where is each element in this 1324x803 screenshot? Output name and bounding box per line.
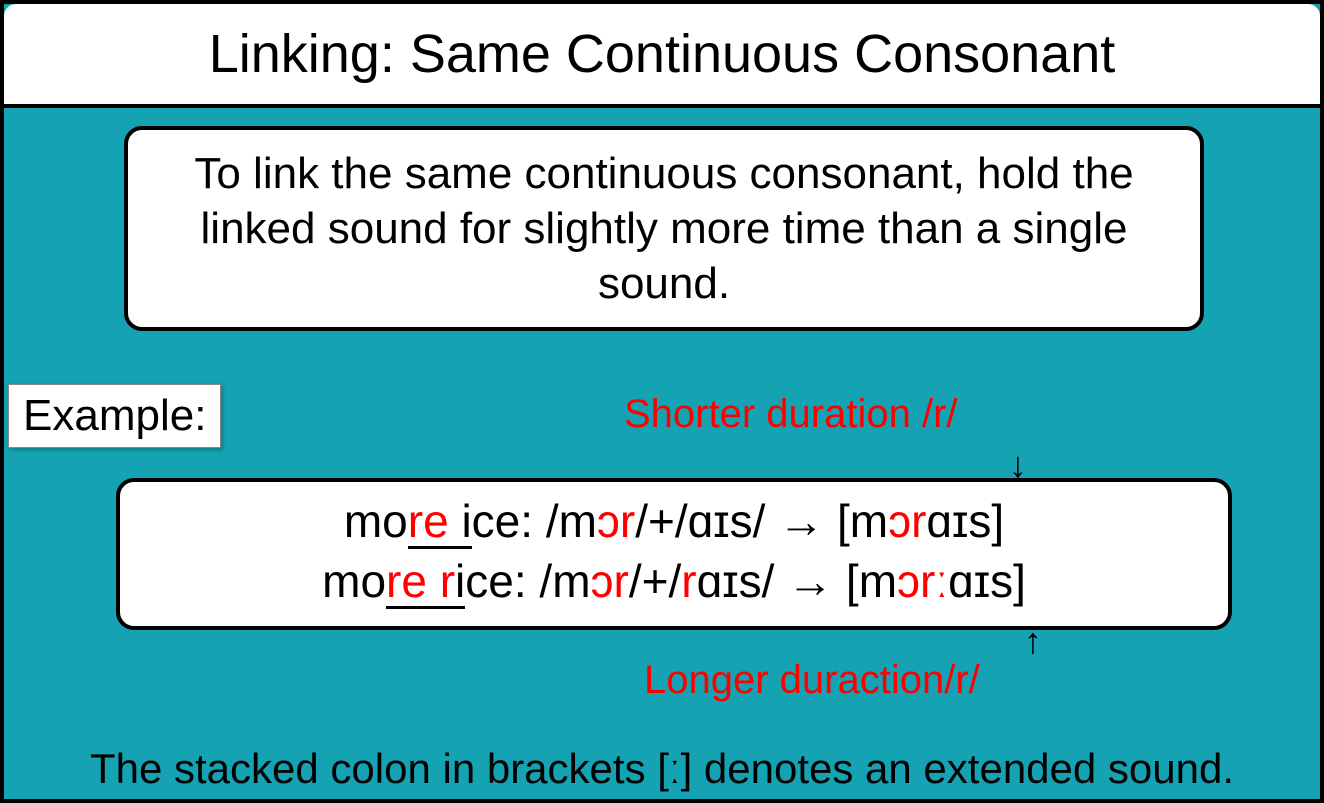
example-label: Example:: [8, 384, 221, 448]
title-bar: Linking: Same Continuous Consonant: [4, 4, 1320, 108]
phonetic-example-box: more ice: /mɔr/+/ɑɪs/ → [mɔrɑɪs] more ri…: [116, 478, 1232, 630]
ipa-red: rː: [920, 555, 948, 607]
annotation-shorter-duration: Shorter duration /r/: [624, 392, 958, 437]
text-segment: ce: /m: [465, 555, 590, 607]
text-segment: /+/: [629, 555, 681, 607]
title-text: Linking: Same Continuous Consonant: [209, 23, 1116, 85]
highlighted-letters: re r: [386, 555, 455, 607]
text-segment: /+/ɑɪs/ → [m: [635, 495, 888, 547]
ipa-red: r: [911, 495, 926, 547]
phonetic-row-more-ice: more ice: /mɔr/+/ɑɪs/ → [mɔrɑɪs]: [136, 492, 1212, 552]
ipa-red: ɔ: [897, 555, 920, 607]
arrow-up-icon: ↑: [1024, 620, 1042, 662]
text-segment: i: [461, 495, 471, 547]
body-area: To link the same continuous consonant, h…: [4, 108, 1320, 799]
text-segment: i: [455, 555, 465, 607]
text-segment: mo: [344, 495, 408, 547]
text-segment: ɑɪs]: [948, 555, 1026, 607]
arrow-down-icon: ↓: [1009, 444, 1027, 486]
ipa-red: ɔ: [597, 495, 620, 547]
ipa-red: ɔ: [591, 555, 614, 607]
ipa-red: ɔ: [888, 495, 911, 547]
linked-segment: re ri: [386, 555, 465, 607]
explanation-box: To link the same continuous consonant, h…: [124, 126, 1204, 331]
annotation-longer-duration: Longer duraction/r/: [644, 658, 980, 703]
highlighted-letters: re: [408, 495, 462, 547]
footer-note: The stacked colon in brackets [ː] denote…: [4, 745, 1320, 793]
ipa-red: r: [681, 555, 696, 607]
linked-segment: re i: [408, 495, 472, 547]
text-segment: ce: /m: [472, 495, 597, 547]
ipa-red: r: [620, 495, 635, 547]
text-segment: ɑɪs]: [926, 495, 1004, 547]
text-segment: ɑɪs/ → [m: [697, 555, 897, 607]
ipa-red: r: [614, 555, 629, 607]
text-segment: mo: [322, 555, 386, 607]
slide: Linking: Same Continuous Consonant To li…: [0, 0, 1324, 803]
phonetic-row-more-rice: more rice: /mɔr/+/rɑɪs/ → [mɔrːɑɪs]: [136, 552, 1212, 612]
